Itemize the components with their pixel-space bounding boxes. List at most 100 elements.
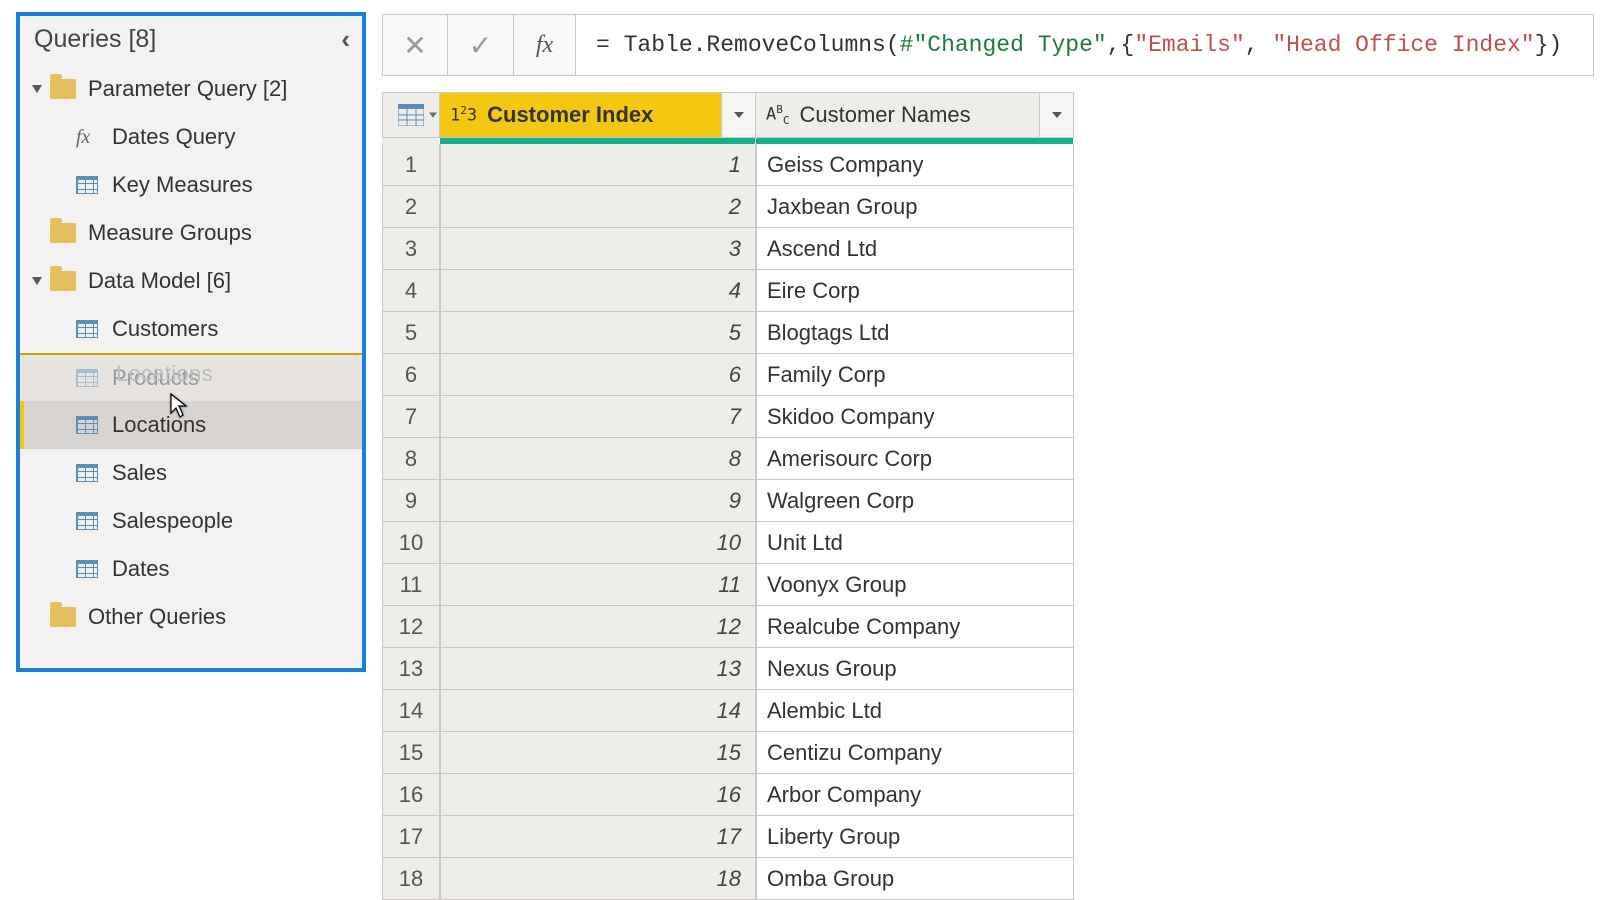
table-row[interactable]: 66Family Corp [382, 354, 1594, 396]
table-row[interactable]: 1313Nexus Group [382, 648, 1594, 690]
cell-customer-name[interactable]: Omba Group [756, 858, 1074, 900]
cell-customer-index[interactable]: 18 [440, 858, 756, 900]
table-row[interactable]: 99Walgreen Corp [382, 480, 1594, 522]
fx-icon: fx [76, 126, 102, 149]
table-row[interactable]: 1616Arbor Company [382, 774, 1594, 816]
table-row[interactable]: 1010Unit Ltd [382, 522, 1594, 564]
row-number: 12 [382, 606, 440, 648]
tree-item-label: Key Measures [112, 172, 253, 198]
cell-customer-index[interactable]: 10 [440, 522, 756, 564]
row-number: 8 [382, 438, 440, 480]
formula-token: Table.RemoveColumns [624, 32, 886, 58]
row-number: 18 [382, 858, 440, 900]
tree-group-label: Other Queries [88, 604, 226, 630]
tree-group[interactable]: Parameter Query [2] [20, 65, 362, 113]
cell-customer-name[interactable]: Amerisourc Corp [756, 438, 1074, 480]
cell-customer-index[interactable]: 6 [440, 354, 756, 396]
row-number: 14 [382, 690, 440, 732]
tree-item[interactable]: fxDates Query [20, 113, 362, 161]
cell-customer-index[interactable]: 9 [440, 480, 756, 522]
cell-customer-name[interactable]: Liberty Group [756, 816, 1074, 858]
table-row[interactable]: 11Geiss Company [382, 144, 1594, 186]
cell-customer-index[interactable]: 12 [440, 606, 756, 648]
cell-customer-index[interactable]: 17 [440, 816, 756, 858]
table-row[interactable]: 1414Alembic Ltd [382, 690, 1594, 732]
cell-customer-name[interactable]: Nexus Group [756, 648, 1074, 690]
row-number: 16 [382, 774, 440, 816]
tree-item[interactable]: Salespeople [20, 497, 362, 545]
tree-item[interactable]: Locations [20, 401, 362, 449]
table-row[interactable]: 55Blogtags Ltd [382, 312, 1594, 354]
tree-group[interactable]: Measure Groups [20, 209, 362, 257]
table-icon [76, 320, 98, 338]
cell-customer-name[interactable]: Unit Ltd [756, 522, 1074, 564]
cell-customer-index[interactable]: 8 [440, 438, 756, 480]
cell-customer-name[interactable]: Realcube Company [756, 606, 1074, 648]
table-row[interactable]: 1818Omba Group [382, 858, 1594, 900]
row-number: 6 [382, 354, 440, 396]
tree-item[interactable]: Customers [20, 305, 362, 353]
cell-customer-index[interactable]: 1 [440, 144, 756, 186]
tree-group[interactable]: Other Queries [20, 593, 362, 641]
cell-customer-index[interactable]: 2 [440, 186, 756, 228]
folder-icon [50, 271, 76, 291]
cell-customer-name[interactable]: Jaxbean Group [756, 186, 1074, 228]
chevron-down-icon [32, 277, 42, 285]
cell-customer-name[interactable]: Geiss Company [756, 144, 1074, 186]
cell-customer-index[interactable]: 5 [440, 312, 756, 354]
queries-tree: Parameter Query [2] fxDates Query Key Meas… [20, 65, 362, 641]
table-row[interactable]: 1111Voonyx Group [382, 564, 1594, 606]
cell-customer-index[interactable]: 16 [440, 774, 756, 816]
column-filter-button[interactable] [721, 93, 755, 137]
cell-customer-index[interactable]: 4 [440, 270, 756, 312]
table-row[interactable]: 1515Centizu Company [382, 732, 1594, 774]
cancel-formula-button[interactable]: ✕ [382, 14, 448, 76]
cell-customer-name[interactable]: Centizu Company [756, 732, 1074, 774]
formula-token: "Emails" [1134, 32, 1244, 58]
row-number: 4 [382, 270, 440, 312]
data-grid: 123Customer IndexABCCustomer Names 11Gei… [382, 92, 1594, 900]
row-number: 17 [382, 816, 440, 858]
row-number: 1 [382, 144, 440, 186]
table-row[interactable]: 1212Realcube Company [382, 606, 1594, 648]
cell-customer-name[interactable]: Walgreen Corp [756, 480, 1074, 522]
table-row[interactable]: 22Jaxbean Group [382, 186, 1594, 228]
cell-customer-name[interactable]: Ascend Ltd [756, 228, 1074, 270]
tree-item[interactable]: ProductsLocations [20, 353, 362, 401]
cell-customer-name[interactable]: Eire Corp [756, 270, 1074, 312]
tree-group[interactable]: Data Model [6] [20, 257, 362, 305]
folder-icon [50, 607, 76, 627]
table-row[interactable]: 1717Liberty Group [382, 816, 1594, 858]
table-row[interactable]: 88Amerisourc Corp [382, 438, 1594, 480]
cell-customer-name[interactable]: Voonyx Group [756, 564, 1074, 606]
commit-formula-button[interactable]: ✓ [448, 14, 514, 76]
tree-item[interactable]: Dates [20, 545, 362, 593]
cell-customer-name[interactable]: Skidoo Company [756, 396, 1074, 438]
collapse-sidebar-icon[interactable]: ‹ [341, 24, 350, 55]
cell-customer-index[interactable]: 15 [440, 732, 756, 774]
cell-customer-index[interactable]: 14 [440, 690, 756, 732]
cell-customer-name[interactable]: Arbor Company [756, 774, 1074, 816]
tree-item-label: Dates [112, 556, 169, 582]
fx-button[interactable]: fx [514, 14, 576, 76]
cell-customer-index[interactable]: 7 [440, 396, 756, 438]
column-header[interactable]: ABCCustomer Names [756, 92, 1074, 138]
column-filter-button[interactable] [1039, 93, 1073, 137]
formula-input[interactable]: = Table.RemoveColumns(#"Changed Type",{"… [576, 14, 1594, 76]
folder-icon [50, 79, 76, 99]
tree-item[interactable]: Sales [20, 449, 362, 497]
table-options-button[interactable] [382, 92, 440, 138]
tree-group-label: Parameter Query [2] [88, 76, 287, 102]
table-row[interactable]: 44Eire Corp [382, 270, 1594, 312]
cell-customer-index[interactable]: 11 [440, 564, 756, 606]
column-header[interactable]: 123Customer Index [440, 92, 756, 138]
tree-item[interactable]: Key Measures [20, 161, 362, 209]
cell-customer-name[interactable]: Family Corp [756, 354, 1074, 396]
cell-customer-name[interactable]: Alembic Ltd [756, 690, 1074, 732]
table-row[interactable]: 33Ascend Ltd [382, 228, 1594, 270]
table-row[interactable]: 77Skidoo Company [382, 396, 1594, 438]
cell-customer-name[interactable]: Blogtags Ltd [756, 312, 1074, 354]
cell-customer-index[interactable]: 3 [440, 228, 756, 270]
cell-customer-index[interactable]: 13 [440, 648, 756, 690]
number-type-icon: 123 [450, 104, 477, 126]
